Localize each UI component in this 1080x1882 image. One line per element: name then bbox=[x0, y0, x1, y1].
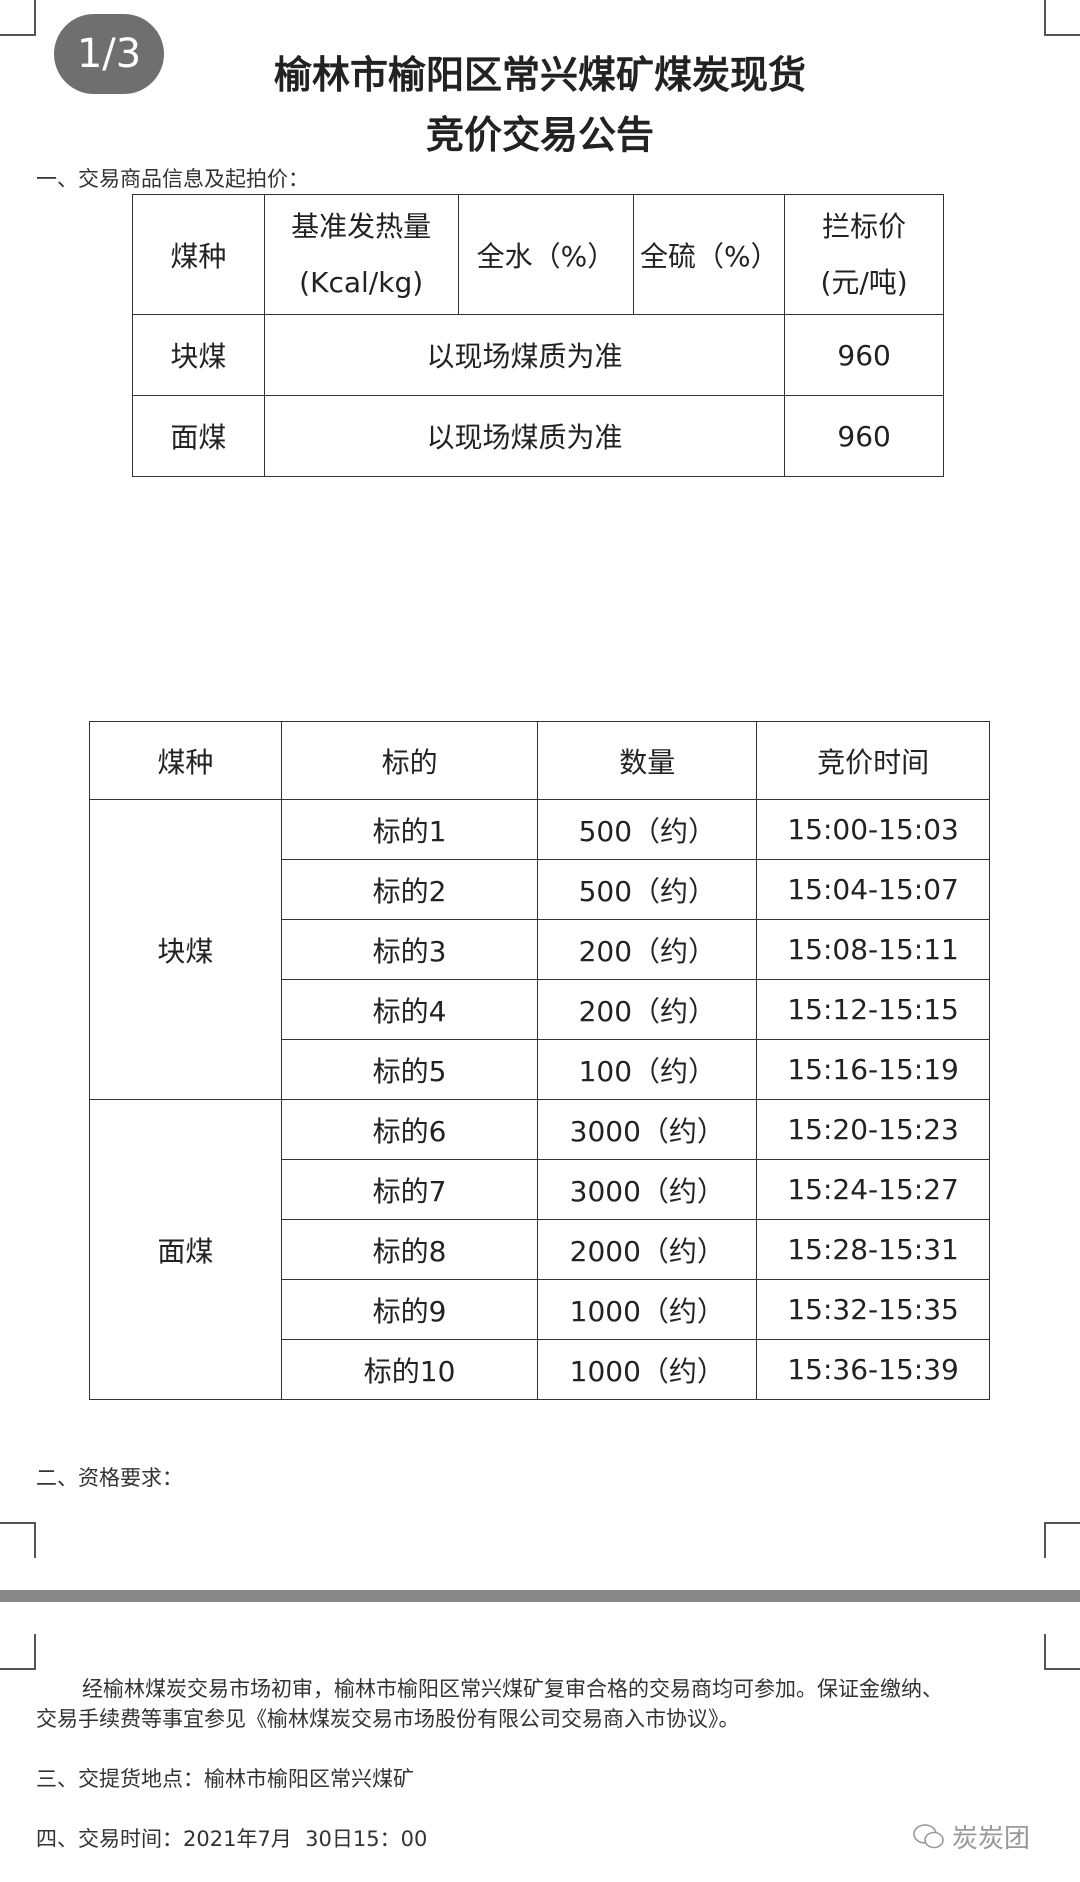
table-header-row: 煤种 标的 数量 竞价时间 bbox=[89, 721, 990, 800]
title-line1: 榆林市榆阳区常兴煤矿煤炭现货 bbox=[273, 53, 806, 97]
header-cell: 煤种 bbox=[89, 721, 282, 800]
cell-type: 面煤 bbox=[89, 1099, 282, 1400]
crop-mark bbox=[1044, 1634, 1080, 1670]
cell-time: 15:20-15:23 bbox=[756, 1099, 990, 1160]
crop-mark bbox=[0, 0, 36, 36]
cell-time: 15:24-15:27 bbox=[756, 1159, 990, 1220]
cell-qty: 500（约） bbox=[537, 859, 758, 920]
cell-type: 块煤 bbox=[89, 799, 282, 1100]
page-divider bbox=[0, 1590, 1080, 1602]
crop-mark bbox=[1044, 1522, 1080, 1558]
section-2-heading: 二、资格要求： bbox=[36, 1466, 183, 1490]
section-3: 三、交提货地点：榆林市榆阳区常兴煤矿 bbox=[36, 1767, 414, 1791]
header-cell: 全水（%） bbox=[457, 194, 635, 315]
cell-qty: 500（约） bbox=[537, 799, 758, 860]
price-table: 煤种 基准发热量 (Kcal/kg) 全水（%） 全硫（%） 拦标价 (元/吨) 块… bbox=[132, 194, 944, 477]
header-cell: 全硫（%） bbox=[633, 194, 786, 315]
header-cell: 数量 bbox=[537, 721, 758, 800]
cell-lot: 标的5 bbox=[280, 1039, 539, 1100]
header-text: 基准发热量 bbox=[291, 209, 432, 243]
table-row: 标的3 200（约） 15:08-15:11 bbox=[90, 919, 990, 980]
section-1-heading: 一、交易商品信息及起拍价： bbox=[36, 167, 309, 191]
cell-time: 15:36-15:39 bbox=[756, 1339, 990, 1400]
table-row: 标的10 1000（约） 15:36-15:39 bbox=[90, 1339, 990, 1400]
cell-type: 面煤 bbox=[132, 395, 265, 477]
cell-qty: 200（约） bbox=[537, 919, 758, 980]
header-cell: 基准发热量 (Kcal/kg) bbox=[263, 194, 459, 315]
cell-quality: 以现场煤质为准 bbox=[263, 395, 786, 477]
header-cell: 拦标价 (元/吨) bbox=[784, 194, 944, 315]
cell-lot: 标的6 bbox=[280, 1099, 539, 1160]
cell-qty: 3000（约） bbox=[537, 1099, 758, 1160]
cell-price: 960 bbox=[784, 395, 944, 477]
crop-mark bbox=[0, 1634, 36, 1670]
cell-lot: 标的10 bbox=[280, 1339, 539, 1400]
cell-qty: 1000（约） bbox=[537, 1339, 758, 1400]
cell-time: 15:08-15:11 bbox=[756, 919, 990, 980]
cell-lot: 标的1 bbox=[280, 799, 539, 860]
cell-lot: 标的7 bbox=[280, 1159, 539, 1220]
cell-type: 块煤 bbox=[132, 314, 265, 396]
cell-lot: 标的2 bbox=[280, 859, 539, 920]
table-header-row: 煤种 基准发热量 (Kcal/kg) 全水（%） 全硫（%） 拦标价 (元/吨) bbox=[132, 194, 944, 315]
header-cell: 竞价时间 bbox=[756, 721, 990, 800]
cell-lot: 标的9 bbox=[280, 1279, 539, 1340]
page-indicator: 1/3 bbox=[54, 14, 164, 94]
header-cell: 煤种 bbox=[132, 194, 265, 315]
cell-qty: 200（约） bbox=[537, 979, 758, 1040]
table-row: 面煤 标的6 3000（约） 15:20-15:23 bbox=[89, 1099, 990, 1400]
cell-time: 15:16-15:19 bbox=[756, 1039, 990, 1100]
cell-quality: 以现场煤质为准 bbox=[263, 314, 786, 396]
watermark-text: 炭炭团 bbox=[952, 1824, 1031, 1854]
title-line2: 竞价交易公告 bbox=[425, 113, 654, 157]
paragraph-line-1: 经榆林煤炭交易市场初审，榆林市榆阳区常兴煤矿复审合格的交易商均可参加。保证金缴纳… bbox=[82, 1677, 943, 1701]
cell-time: 15:04-15:07 bbox=[756, 859, 990, 920]
table-row: 面煤 以现场煤质为准 960 bbox=[132, 395, 944, 477]
table-row: 标的5 100（约） 15:16-15:19 bbox=[90, 1039, 990, 1100]
cell-lot: 标的8 bbox=[280, 1219, 539, 1280]
crop-mark bbox=[0, 1522, 36, 1558]
cell-time: 15:12-15:15 bbox=[756, 979, 990, 1040]
lots-table: 煤种 标的 数量 竞价时间 块煤 标的1 500（约） 15:00-15:03 标的2 5… bbox=[89, 721, 990, 1400]
cell-time: 15:32-15:35 bbox=[756, 1279, 990, 1340]
header-text: (元/吨) bbox=[820, 265, 908, 299]
cell-price: 960 bbox=[784, 314, 944, 396]
crop-mark bbox=[1044, 0, 1080, 36]
table-row: 标的4 200（约） 15:12-15:15 bbox=[90, 979, 990, 1040]
cell-qty: 2000（约） bbox=[537, 1219, 758, 1280]
cell-qty: 100（约） bbox=[537, 1039, 758, 1100]
section-4: 四、交易时间：2021年7月 30日15：00 bbox=[36, 1827, 428, 1851]
cell-qty: 1000（约） bbox=[537, 1279, 758, 1340]
table-row: 块煤 标的1 500（约） 15:00-15:03 bbox=[89, 799, 990, 1100]
cell-qty: 3000（约） bbox=[537, 1159, 758, 1220]
table-row: 标的2 500（约） 15:04-15:07 bbox=[90, 859, 990, 920]
table-row: 块煤 以现场煤质为准 960 bbox=[132, 314, 944, 396]
table-row: 标的8 2000（约） 15:28-15:31 bbox=[90, 1219, 990, 1280]
cell-lot: 标的4 bbox=[280, 979, 539, 1040]
watermark: 炭炭团 bbox=[912, 1818, 1030, 1855]
cell-time: 15:28-15:31 bbox=[756, 1219, 990, 1280]
table-row: 标的9 1000（约） 15:32-15:35 bbox=[90, 1279, 990, 1340]
cell-time: 15:00-15:03 bbox=[756, 799, 990, 860]
header-cell: 标的 bbox=[280, 721, 539, 800]
wechat-icon bbox=[913, 1823, 944, 1848]
header-text: 拦标价 bbox=[822, 209, 907, 243]
header-text: (Kcal/kg) bbox=[299, 265, 424, 299]
paragraph-line-2: 交易手续费等事宜参见《榆林煤炭交易市场股份有限公司交易商入市协议》。 bbox=[36, 1707, 740, 1731]
cell-lot: 标的3 bbox=[280, 919, 539, 980]
